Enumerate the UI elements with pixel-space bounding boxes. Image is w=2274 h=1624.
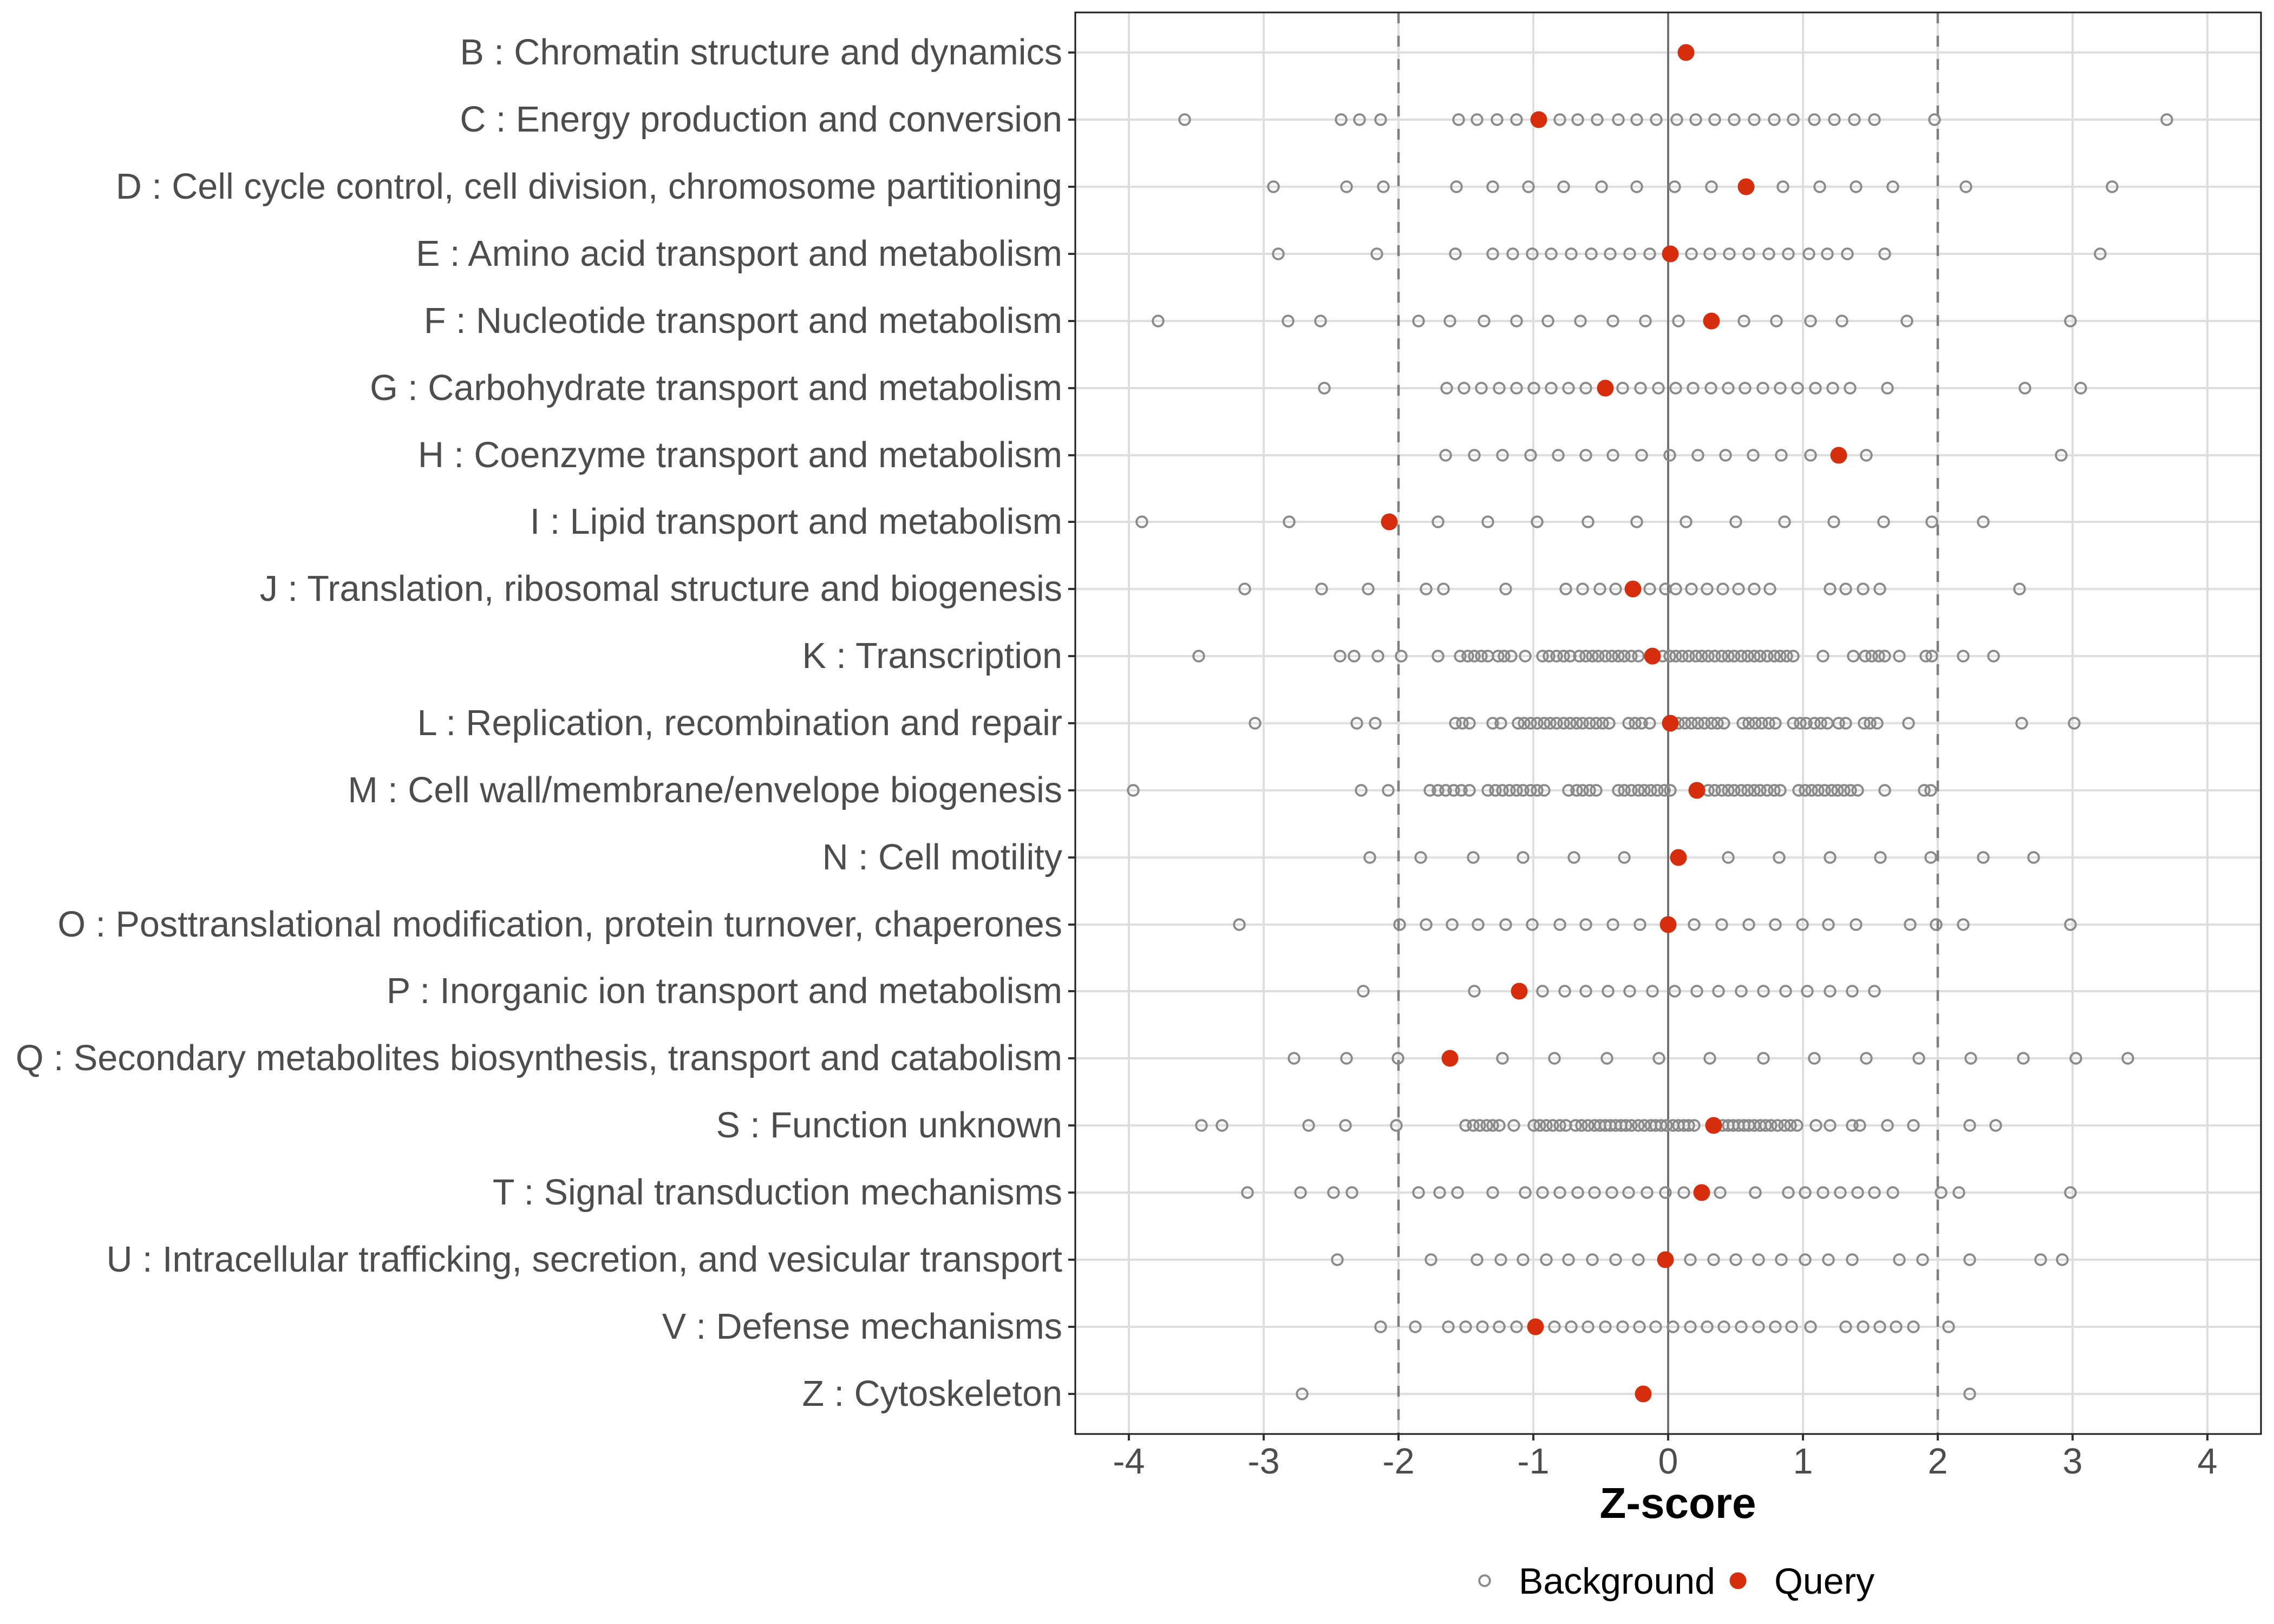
svg-text:4: 4 xyxy=(2198,1442,2218,1482)
svg-text:L : Replication, recombination: L : Replication, recombination and repai… xyxy=(417,703,1062,743)
svg-text:Query: Query xyxy=(1774,1561,1874,1602)
svg-text:Background: Background xyxy=(1519,1561,1715,1602)
svg-text:S : Function unknown: S : Function unknown xyxy=(716,1105,1062,1145)
svg-text:K : Transcription: K : Transcription xyxy=(802,636,1062,676)
svg-text:Q : Secondary metabolites bios: Q : Secondary metabolites biosynthesis, … xyxy=(16,1038,1062,1078)
svg-text:3: 3 xyxy=(2063,1442,2083,1482)
svg-text:J : Translation, ribosomal str: J : Translation, ribosomal structure and… xyxy=(260,569,1062,609)
svg-text:Z-score: Z-score xyxy=(1600,1479,1756,1527)
svg-text:-3: -3 xyxy=(1247,1442,1279,1482)
svg-text:D : Cell cycle control, cell d: D : Cell cycle control, cell division, c… xyxy=(116,167,1062,207)
svg-text:E : Amino acid transport and m: E : Amino acid transport and metabolism xyxy=(416,234,1062,274)
svg-text:H : Coenzyme transport and met: H : Coenzyme transport and metabolism xyxy=(418,435,1062,475)
svg-text:P : Inorganic ion transport an: P : Inorganic ion transport and metaboli… xyxy=(387,971,1062,1011)
svg-text:-4: -4 xyxy=(1113,1442,1145,1482)
svg-text:T : Signal transduction mechan: T : Signal transduction mechanisms xyxy=(493,1173,1062,1213)
svg-text:-2: -2 xyxy=(1382,1442,1414,1482)
svg-text:N : Cell motility: N : Cell motility xyxy=(822,837,1063,878)
svg-text:F : Nucleotide transport and m: F : Nucleotide transport and metabolism xyxy=(424,301,1062,341)
svg-text:U : Intracellular trafficking,: U : Intracellular trafficking, secretion… xyxy=(107,1240,1063,1280)
svg-text:C : Energy production and conv: C : Energy production and conversion xyxy=(460,100,1062,140)
svg-text:2: 2 xyxy=(1928,1442,1948,1482)
svg-text:-1: -1 xyxy=(1517,1442,1549,1482)
svg-text:V : Defense mechanisms: V : Defense mechanisms xyxy=(662,1307,1062,1347)
svg-text:G : Carbohydrate transport and: G : Carbohydrate transport and metabolis… xyxy=(370,368,1062,408)
svg-text:B : Chromatin structure and dy: B : Chromatin structure and dynamics xyxy=(460,32,1062,73)
svg-text:M : Cell wall/membrane/envelop: M : Cell wall/membrane/envelope biogenes… xyxy=(348,770,1062,810)
svg-text:0: 0 xyxy=(1658,1442,1678,1482)
svg-text:1: 1 xyxy=(1793,1442,1813,1482)
svg-text:O : Posttranslational modifica: O : Posttranslational modification, prot… xyxy=(57,905,1062,945)
svg-text:Z : Cytoskeleton: Z : Cytoskeleton xyxy=(802,1374,1062,1414)
svg-text:I : Lipid transport and metabo: I : Lipid transport and metabolism xyxy=(530,502,1062,542)
